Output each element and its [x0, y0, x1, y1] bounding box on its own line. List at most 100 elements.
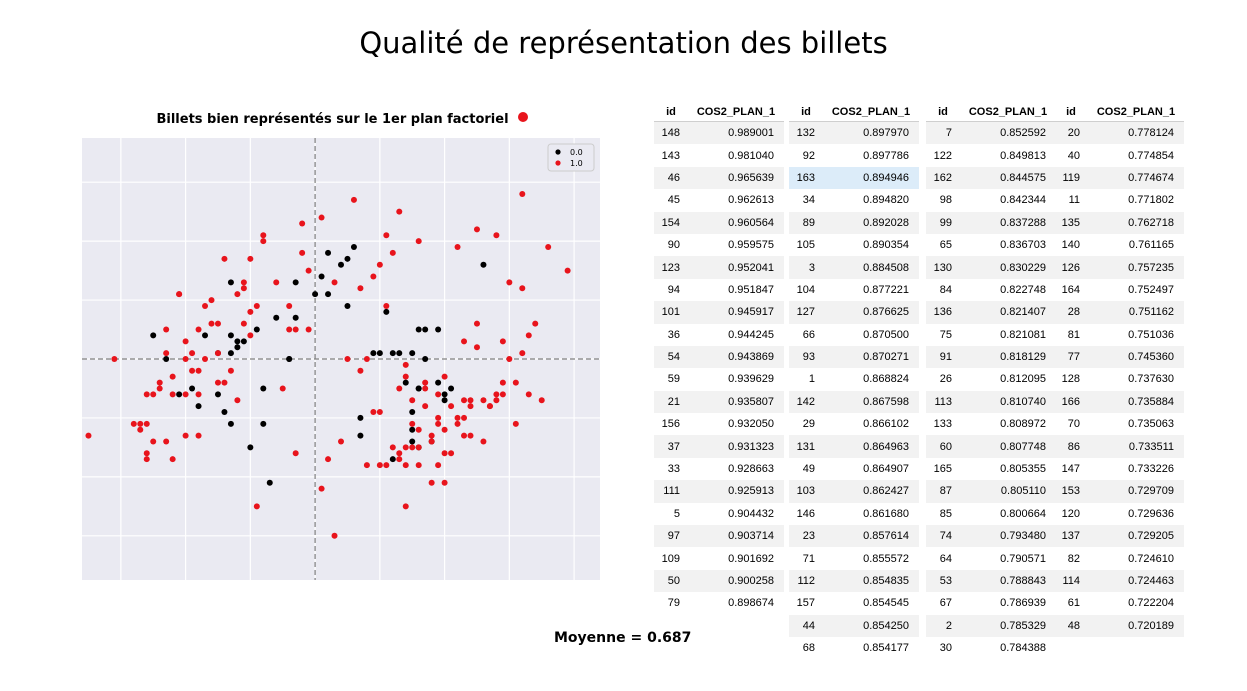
cell-cos2: 0.897786: [863, 149, 909, 162]
data-point: [422, 356, 429, 362]
data-point: [182, 338, 189, 345]
cell-cos2: 0.989001: [688, 121, 784, 145]
cell-id: 87: [926, 480, 960, 503]
table-row: 98 0.842344: [926, 189, 1056, 211]
table-row: 164 0.752497: [1054, 279, 1184, 301]
cell-cos2: 0.864907: [863, 463, 909, 476]
data-point: [422, 379, 429, 386]
cell-cos2: 0.864963: [823, 435, 919, 458]
data-point: [415, 426, 422, 433]
column-header-cos2: COS2_PLAN_1: [960, 102, 1056, 122]
cell-cos2: 0.890354: [863, 239, 909, 252]
cell-cos2: 0.785329: [960, 614, 1056, 637]
cell-id: 77: [1054, 345, 1088, 369]
data-point: [422, 403, 429, 410]
cell-cos2: 0.836703: [1000, 239, 1046, 252]
table-row: 71 0.855572: [789, 547, 919, 569]
cell-cos2: 0.771802: [1128, 194, 1174, 207]
data-point: [214, 379, 221, 386]
table-row: 67 0.786939: [926, 592, 1056, 614]
cell-id: 114: [1054, 569, 1088, 593]
data-point: [435, 414, 442, 421]
table-row: 81 0.751036: [1054, 324, 1184, 346]
data-point: [338, 438, 344, 445]
data-point: [383, 462, 390, 469]
cell-cos2: 0.876625: [823, 301, 919, 324]
data-point: [247, 444, 254, 451]
cell-id: 36: [667, 328, 680, 341]
table-row: 46 0.965639: [654, 166, 784, 190]
cell-cos2: 0.943869: [688, 345, 784, 369]
data-point: [493, 397, 500, 404]
table-row: 29 0.866102: [789, 413, 919, 435]
data-point: [402, 462, 409, 469]
table-row: 45 0.962613: [654, 189, 784, 211]
data-point: [461, 432, 468, 439]
table-row: 5 0.904432: [654, 503, 784, 525]
data-point: [435, 379, 442, 386]
data-point: [234, 291, 241, 298]
data-point: [435, 391, 442, 398]
cell-id: 50: [654, 569, 688, 593]
data-point: [221, 409, 228, 416]
table-row: 36 0.944245: [654, 324, 784, 346]
data-point: [480, 261, 487, 268]
table-row: 48 0.720189: [1054, 614, 1184, 637]
data-point: [493, 232, 500, 239]
data-point: [441, 391, 448, 398]
table-row: 163 0.894946: [789, 166, 919, 190]
data-point: [467, 403, 474, 410]
table-row: 34 0.894820: [789, 189, 919, 211]
table-row: 79 0.898674: [654, 592, 784, 614]
cell-id: 132: [789, 121, 823, 145]
data-point: [189, 350, 196, 357]
cell-cos2: 0.761165: [1128, 239, 1174, 252]
data-point: [344, 302, 351, 309]
data-point: [519, 190, 526, 197]
data-point: [441, 450, 448, 457]
table-row: 104 0.877221: [789, 279, 919, 301]
cell-id: 133: [933, 418, 952, 431]
data-point: [312, 291, 319, 298]
cell-cos2: 0.877221: [863, 283, 909, 296]
table-row: 28 0.751162: [1054, 301, 1184, 324]
data-point: [383, 308, 390, 315]
cell-cos2: 0.854250: [823, 614, 919, 637]
data-point: [415, 238, 422, 245]
cell-id: 122: [933, 149, 952, 162]
data-point: [260, 385, 267, 392]
cell-id: 112: [789, 569, 823, 593]
table-row: 132 0.897970: [789, 121, 919, 145]
data-point: [376, 409, 383, 416]
cell-cos2: 0.849813: [1000, 149, 1046, 162]
data-point: [538, 397, 545, 404]
table-row: 156 0.932050: [654, 413, 784, 435]
data-point: [402, 379, 409, 386]
data-point: [402, 503, 409, 510]
cell-id: 1: [808, 373, 815, 386]
data-point: [292, 326, 299, 333]
column-header-id: id: [789, 102, 823, 122]
data-point: [441, 397, 448, 404]
table-row: 20 0.778124: [1054, 121, 1184, 145]
cell-cos2: 0.892028: [823, 211, 919, 234]
cell-cos2: 0.855572: [863, 552, 909, 565]
table-row: 89 0.892028: [789, 211, 919, 234]
data-point: [409, 444, 416, 451]
column-header-cos2: COS2_PLAN_1: [1088, 102, 1184, 122]
table-row: 97 0.903714: [654, 525, 784, 548]
cell-cos2: 0.897970: [823, 121, 919, 145]
table-row: 135 0.762718: [1054, 211, 1184, 234]
data-point: [85, 432, 92, 439]
cell-id: 153: [1054, 480, 1088, 503]
cos2-table-4: id COS2_PLAN_1 20 0.778124 40 0.774854 119 0.77…: [1054, 102, 1184, 637]
data-point: [396, 350, 403, 357]
cell-id: 99: [926, 211, 960, 234]
data-point: [299, 249, 306, 256]
data-point: [182, 356, 189, 362]
data-point: [376, 261, 383, 268]
data-point: [286, 302, 293, 309]
table-row: 114 0.724463: [1054, 569, 1184, 593]
data-point: [370, 350, 377, 357]
cell-cos2: 0.854835: [823, 569, 919, 593]
